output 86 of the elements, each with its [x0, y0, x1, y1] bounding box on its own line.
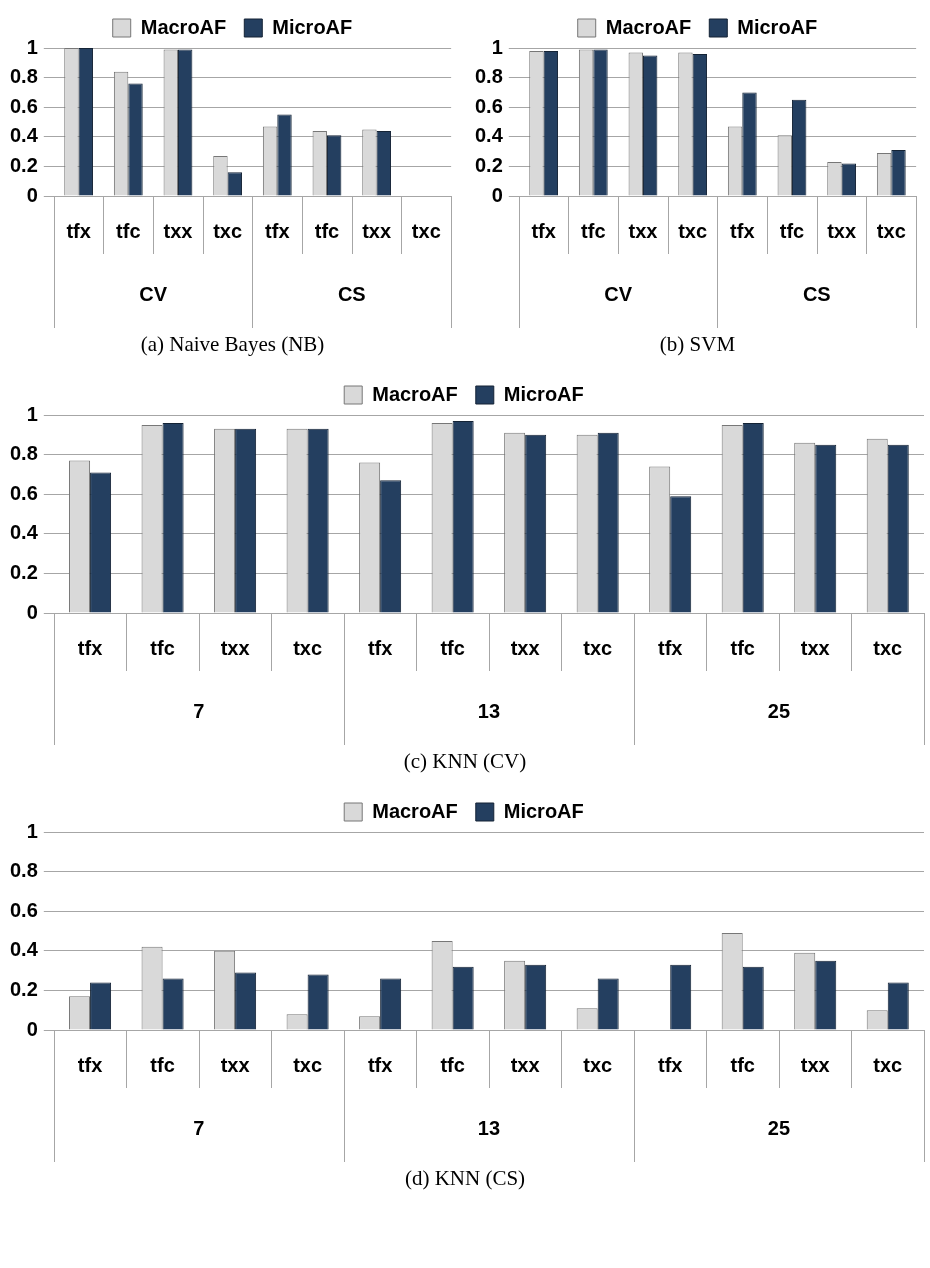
- y-tick-label: 0.8: [9, 65, 38, 88]
- y-tick-label: 0: [26, 1017, 38, 1040]
- text: 13: [477, 699, 501, 722]
- x-tick-label: txc: [873, 636, 903, 659]
- legend-label: MicroAF: [272, 15, 353, 38]
- x-tick-label: tfc: [150, 636, 175, 659]
- text: 13: [477, 1116, 501, 1139]
- x-tick-label: tfx: [657, 636, 683, 659]
- x-tick-label: txc: [583, 1053, 613, 1076]
- text: CS: [337, 282, 366, 305]
- x-tick-label: tfx: [77, 1053, 103, 1076]
- x-tick-label: txx: [800, 636, 830, 659]
- y-tick-label: 0.6: [9, 898, 38, 921]
- x-tick-label: txx: [628, 219, 658, 242]
- y-tick-label: 1: [26, 819, 38, 842]
- x-tick-label: tfc: [581, 219, 606, 242]
- x-tick-label: tfx: [531, 219, 556, 242]
- y-tick-label: 1: [26, 35, 38, 58]
- y-tick-label: 1: [491, 35, 503, 58]
- x-tick-label: txx: [220, 636, 250, 659]
- x-tick-label: txc: [411, 219, 441, 242]
- y-tick-label: 0.2: [9, 153, 38, 176]
- legend-label: MacroAF: [605, 15, 692, 38]
- x-tick-label: tfc: [779, 219, 805, 242]
- y-tick-label: 0.2: [9, 560, 38, 583]
- y-tick-label: 0.8: [474, 65, 503, 88]
- x-tick-label: tfx: [367, 636, 393, 659]
- text: CS: [802, 282, 831, 305]
- x-tick-label: tfx: [657, 1053, 683, 1076]
- text: 7: [193, 699, 205, 722]
- x-tick-label: txx: [827, 219, 857, 242]
- x-tick-label: txx: [510, 1053, 540, 1076]
- x-tick-label: txx: [220, 1053, 250, 1076]
- x-tick-label: tfc: [440, 1053, 465, 1076]
- x-tick-label: tfx: [77, 636, 103, 659]
- y-tick-label: 0.4: [474, 124, 504, 147]
- y-tick-label: 0.2: [9, 977, 38, 1000]
- legend-label: MicroAF: [503, 382, 584, 405]
- x-tick-label: tfx: [730, 219, 755, 242]
- text: (b) SVM: [659, 332, 736, 357]
- x-tick-label: txx: [362, 219, 392, 242]
- x-tick-label: txx: [510, 636, 540, 659]
- x-tick-label: txc: [678, 219, 708, 242]
- y-tick-label: 1: [26, 402, 38, 425]
- x-tick-label: tfc: [116, 219, 141, 242]
- x-tick-label: txx: [163, 219, 193, 242]
- text: 7: [193, 1116, 205, 1139]
- y-tick-label: 0.2: [474, 153, 503, 176]
- legend-label: MacroAF: [372, 799, 458, 822]
- text: (c) KNN (CV): [403, 749, 527, 774]
- y-tick-label: 0.8: [9, 442, 38, 465]
- text: 25: [767, 699, 791, 722]
- x-tick-label: tfc: [440, 636, 465, 659]
- y-tick-label: 0.6: [9, 94, 38, 117]
- x-tick-label: tfx: [265, 219, 290, 242]
- x-tick-label: txc: [213, 219, 243, 242]
- x-tick-label: tfc: [150, 1053, 175, 1076]
- x-tick-label: tfx: [367, 1053, 393, 1076]
- x-tick-label: txx: [800, 1053, 830, 1076]
- x-tick-label: txc: [293, 636, 323, 659]
- y-tick-label: 0.4: [9, 124, 39, 147]
- text: CV: [604, 282, 633, 305]
- text: CV: [139, 282, 168, 305]
- y-tick-label: 0.6: [9, 481, 38, 504]
- y-tick-label: 0.6: [474, 94, 503, 117]
- text: 25: [767, 1116, 791, 1139]
- y-tick-label: 0.4: [9, 521, 39, 544]
- x-tick-label: txc: [583, 636, 613, 659]
- y-tick-label: 0: [26, 600, 38, 623]
- x-tick-label: tfc: [730, 636, 755, 659]
- x-tick-label: txc: [876, 219, 906, 242]
- y-tick-label: 0: [491, 183, 503, 206]
- x-tick-label: tfc: [730, 1053, 755, 1076]
- y-tick-label: 0.8: [9, 859, 38, 882]
- legend-label: MacroAF: [372, 382, 458, 405]
- y-tick-label: 0: [26, 183, 38, 206]
- text: (d) KNN (CS): [404, 1166, 526, 1191]
- y-tick-label: 0.4: [9, 938, 39, 961]
- x-tick-label: tfc: [314, 219, 340, 242]
- text: (a) Naive Bayes (NB): [140, 332, 325, 357]
- x-tick-label: tfx: [66, 219, 91, 242]
- legend-label: MicroAF: [503, 799, 584, 822]
- legend-label: MacroAF: [140, 15, 227, 38]
- x-tick-label: txc: [873, 1053, 903, 1076]
- x-tick-label: txc: [293, 1053, 323, 1076]
- legend-label: MicroAF: [737, 15, 818, 38]
